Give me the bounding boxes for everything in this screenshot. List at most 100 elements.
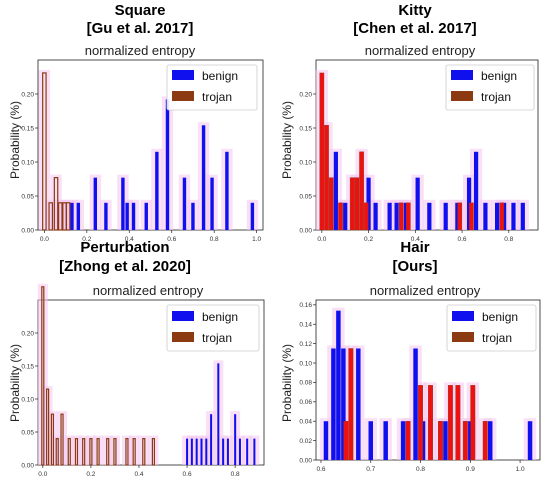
trojan-bar <box>328 177 334 231</box>
trojan-bar <box>343 421 349 461</box>
trojan-bar <box>151 438 156 466</box>
benign-bar <box>76 202 81 230</box>
trojan-bar <box>482 421 488 461</box>
trojan-bar <box>50 413 55 466</box>
panel-title: Perturbation <box>80 239 169 256</box>
benign-bar <box>182 177 187 230</box>
benign-bar <box>226 438 229 465</box>
trojan-bar <box>470 385 476 461</box>
x-tick-label: 0.8 <box>504 236 513 243</box>
legend-label-benign: benign <box>481 69 517 83</box>
trojan-bar <box>106 438 110 466</box>
benign-bar <box>70 202 74 230</box>
y-tick-label: 0.05 <box>21 429 34 436</box>
benign-bar <box>394 202 399 230</box>
y-tick-label: 0.00 <box>299 457 312 464</box>
benign-bar <box>403 202 409 230</box>
legend-swatch-benign <box>172 70 194 80</box>
legend-swatch-benign <box>452 311 474 321</box>
benign-bar <box>368 421 373 460</box>
trojan-bar <box>455 385 461 461</box>
plot-title: normalized entropy <box>365 43 476 58</box>
legend-label-benign: benign <box>202 69 238 83</box>
benign-bar <box>222 438 225 465</box>
panel-subtitle: [Chen et al. 2017] <box>353 20 476 37</box>
x-tick-label: 0.6 <box>167 236 176 243</box>
benign-bar <box>165 99 170 230</box>
benign-bar <box>186 438 189 465</box>
benign-bar <box>366 177 371 230</box>
trojan-bar <box>349 177 355 231</box>
y-tick-label: 0.06 <box>299 399 312 406</box>
benign-bar <box>210 177 214 230</box>
panel-title: Hair <box>400 239 429 256</box>
benign-bar <box>502 202 507 230</box>
y-axis-label: Probability (%) <box>8 344 22 422</box>
y-tick-label: 0.02 <box>299 438 312 445</box>
benign-bar <box>121 177 125 230</box>
bar-halo <box>102 435 113 465</box>
benign-bar <box>400 421 406 460</box>
trojan-bar <box>55 438 59 466</box>
bars-layer <box>42 72 255 231</box>
benign-bar <box>253 438 256 465</box>
trojan-bar <box>96 438 100 466</box>
trojan-bar <box>359 151 364 231</box>
y-tick-label: 0.00 <box>299 227 312 234</box>
trojan-bar <box>354 177 360 231</box>
trojan-bar <box>132 438 136 466</box>
x-tick-label: 0.0 <box>317 236 326 243</box>
benign-bar <box>331 348 336 460</box>
trojan-bar <box>142 438 146 466</box>
bars-layer <box>323 310 533 461</box>
bar-halo <box>37 283 48 465</box>
x-tick-label: 0.8 <box>210 236 219 243</box>
benign-bar <box>443 421 448 460</box>
benign-bar <box>343 202 348 230</box>
y-tick-label: 0.15 <box>21 363 34 370</box>
benign-bar <box>238 438 241 465</box>
trojan-bar <box>53 177 59 231</box>
benign-bar <box>466 177 472 230</box>
x-tick-label: 0.2 <box>364 236 373 243</box>
benign-bar <box>495 202 500 230</box>
ticks-layer: 0.0 0.2 0.4 0.6 0.8 0.00 0.05 0.10 0.15 0.20 <box>299 91 513 243</box>
x-tick-label: 0.2 <box>86 471 95 477</box>
x-tick-label: 0.4 <box>125 236 134 243</box>
benign-bar <box>420 421 426 460</box>
bar-halo <box>38 69 51 230</box>
legend-swatch-trojan <box>172 91 194 101</box>
trojan-bar <box>363 202 369 231</box>
legend-label-trojan: trojan <box>202 331 232 345</box>
panel-perturbation: Perturbation [Zhong et al. 2020] normali… <box>8 239 265 477</box>
trojan-bar <box>125 438 129 466</box>
legend: benign trojan <box>445 64 535 111</box>
trojan-bar <box>82 438 86 466</box>
x-tick-label: 0.4 <box>134 471 143 477</box>
trojan-bar <box>113 438 117 466</box>
benign-bar <box>483 202 488 230</box>
ticks-layer: 0.0 0.2 0.4 0.6 0.8 0.00 0.05 0.10 0.15 0.20 <box>21 330 240 477</box>
benign-bar <box>413 348 418 460</box>
bar-halo <box>64 435 75 465</box>
trojan-bar <box>398 202 404 231</box>
y-tick-label: 0.10 <box>21 396 34 403</box>
x-tick-label: 0.0 <box>38 471 47 477</box>
x-tick-label: 0.6 <box>458 236 467 243</box>
panel-title: Kitty <box>398 2 432 19</box>
trojan-bar <box>67 438 71 466</box>
y-tick-label: 0.08 <box>299 380 312 387</box>
panel-title: Square <box>115 2 166 19</box>
plot-title: normalized entropy <box>370 283 481 298</box>
legend-swatch-trojan <box>451 91 473 101</box>
y-tick-label: 0.16 <box>299 302 312 309</box>
bar-halo <box>93 435 104 465</box>
trojan-bar <box>60 413 64 466</box>
trojan-bar <box>447 385 453 461</box>
panel-subtitle: [Zhong et al. 2020] <box>59 258 191 275</box>
benign-bar <box>468 421 473 460</box>
bar-halo <box>109 435 120 465</box>
legend-swatch-trojan <box>452 332 474 342</box>
benign-bar <box>373 202 378 230</box>
trojan-bar <box>48 202 54 231</box>
